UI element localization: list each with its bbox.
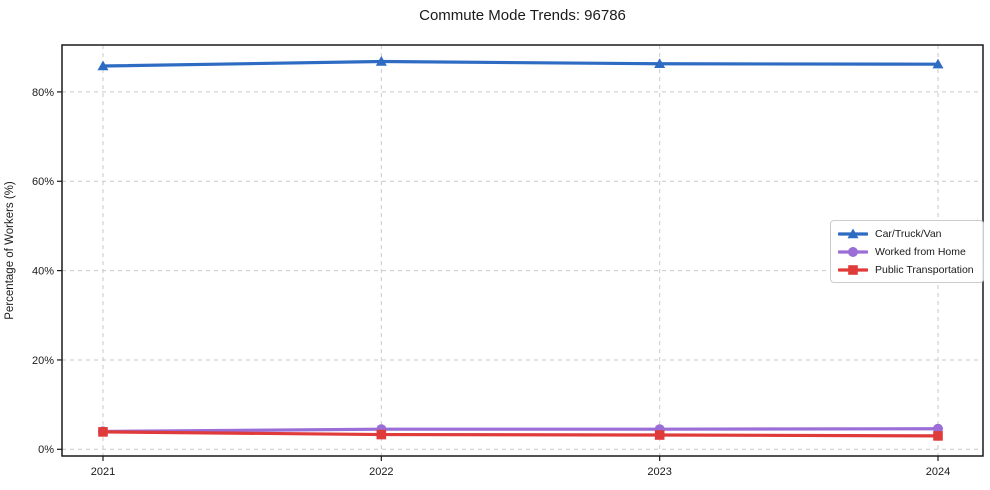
circle-marker-icon <box>848 246 858 257</box>
y-axis-label: Percentage of Workers (%) <box>4 181 16 320</box>
y-tick-label: 80% <box>32 87 54 99</box>
x-tick-label: 2022 <box>369 466 393 478</box>
y-tick-label: 40% <box>32 265 54 277</box>
square-marker-icon <box>654 430 665 440</box>
series-car-truck-van <box>97 56 944 71</box>
square-marker-icon <box>98 427 108 437</box>
legend-item-worked-from-home: Worked from Home <box>838 244 974 259</box>
square-legend-marker-icon <box>838 264 868 275</box>
triangle-legend-marker-icon <box>838 228 868 238</box>
legend-item-public-transportation: Public Transportation <box>838 262 974 277</box>
triangle-marker-icon <box>847 228 859 238</box>
square-marker-icon <box>376 429 387 440</box>
square-marker-icon <box>933 431 943 441</box>
series-line-car-truck-van <box>101 59 940 68</box>
triangle-marker-icon <box>932 58 944 69</box>
legend-label: Worked from Home <box>875 245 966 258</box>
triangle-marker-icon <box>654 58 666 68</box>
x-tick-label: 2021 <box>91 466 115 478</box>
legend-label: Car/Truck/Van <box>875 227 942 240</box>
y-tick-label: 20% <box>32 355 54 367</box>
legend-item-car-truck-van: Car/Truck/Van <box>838 226 974 241</box>
x-tick-label: 2024 <box>926 466 950 478</box>
y-tick-label: 60% <box>32 176 54 188</box>
triangle-marker-icon <box>97 60 109 71</box>
square-marker-icon <box>848 264 858 275</box>
series-public-transportation <box>98 427 943 441</box>
y-tick-label: 0% <box>38 444 54 456</box>
circle-legend-marker-icon <box>838 246 868 257</box>
series-line-worked-from-home <box>101 427 940 434</box>
triangle-marker-icon <box>375 56 387 66</box>
legend-label: Public Transportation <box>875 263 974 276</box>
chart-title: Commute Mode Trends: 96786 <box>419 7 626 24</box>
series-line-public-transportation <box>101 430 940 438</box>
legend: Car/Truck/Van Worked from Home Public Tran… <box>830 220 984 283</box>
x-tick-label: 2023 <box>647 466 671 478</box>
